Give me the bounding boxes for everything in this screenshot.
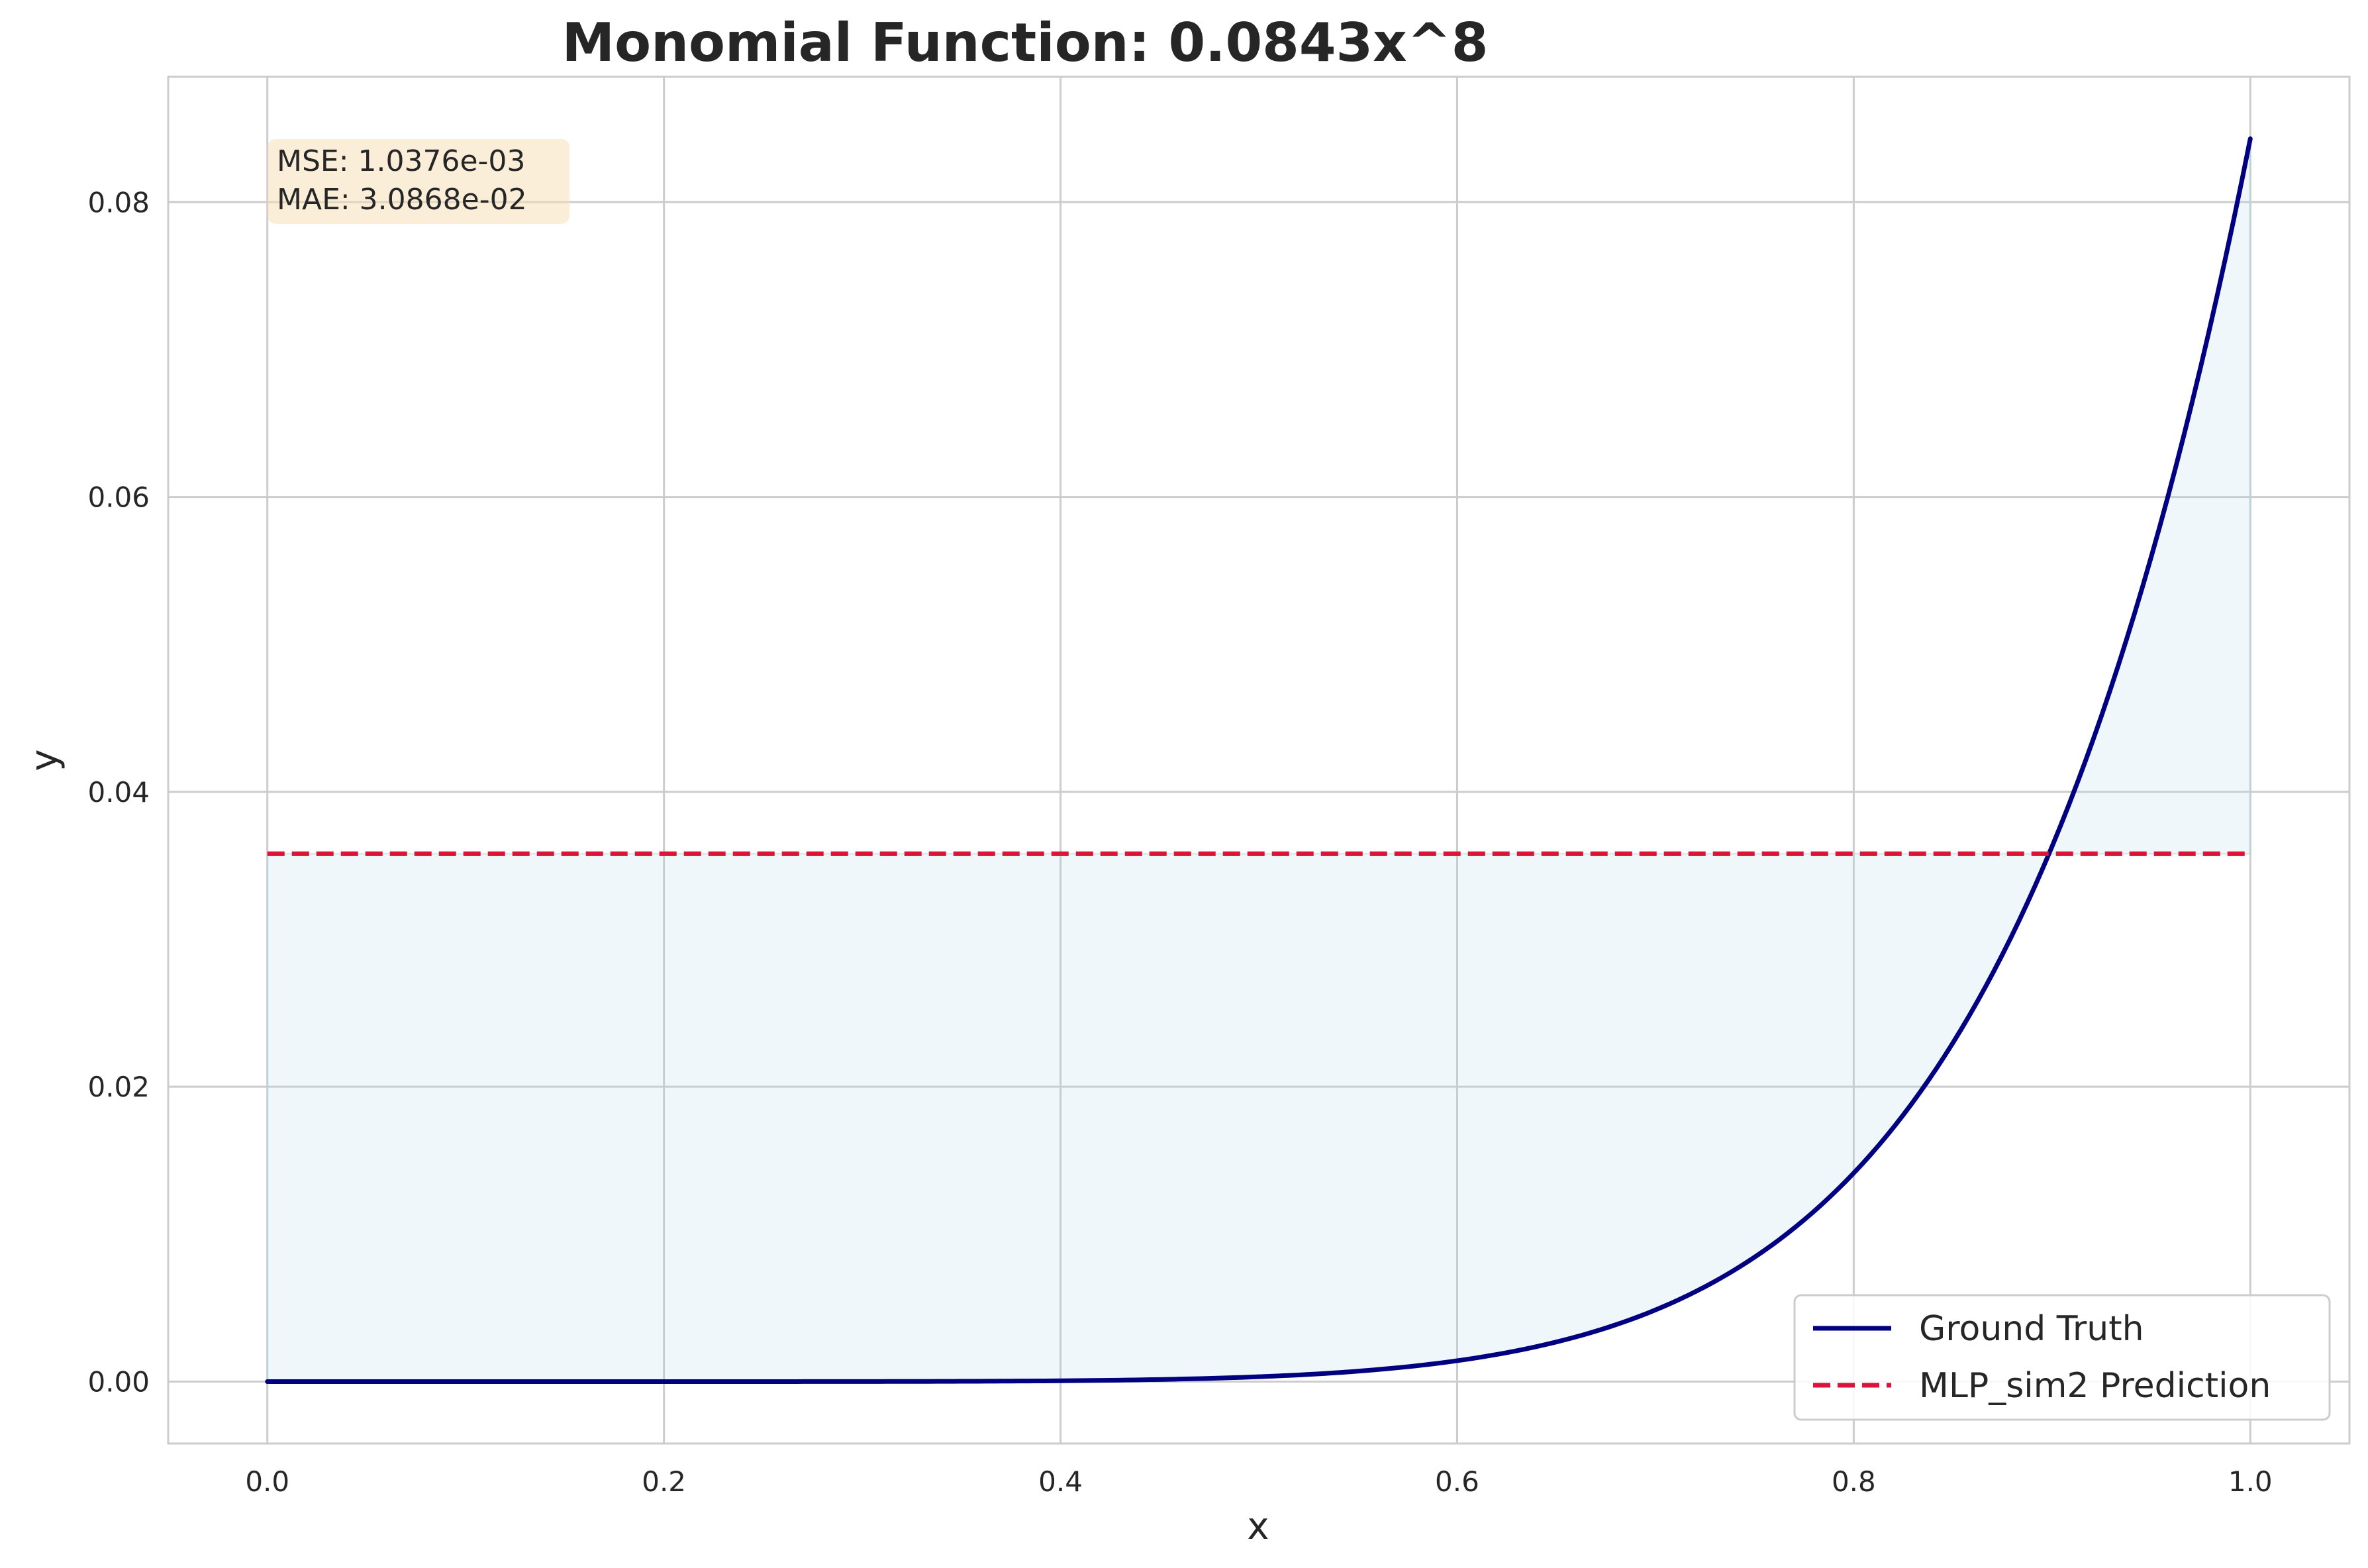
x-tick-label: 0.4 — [1038, 1465, 1083, 1498]
y-axis-label: y — [23, 749, 66, 771]
plot-frame — [167, 75, 2351, 1445]
x-axis-label: x — [1247, 1505, 1269, 1548]
x-tick-label: 0.0 — [245, 1465, 289, 1498]
stats-mae: MAE: 3.0868e-02 — [277, 183, 527, 217]
x-tick-label: 0.6 — [1435, 1465, 1479, 1498]
series-group — [265, 136, 2253, 1384]
legend-label-ground-truth: Ground Truth — [1919, 1309, 2144, 1349]
legend-label-mlp-prediction: MLP_sim2 Prediction — [1919, 1366, 2271, 1406]
y-tick-label: 0.06 — [87, 481, 150, 514]
x-tick-label: 1.0 — [2228, 1465, 2273, 1498]
stats-mse: MSE: 1.0376e-03 — [277, 144, 525, 178]
x-tick-label: 0.8 — [1832, 1465, 1876, 1498]
x-tick-label: 0.2 — [642, 1465, 686, 1498]
x-tick-labels: 0.0 0.2 0.4 0.6 0.8 1.0 — [245, 1465, 2272, 1498]
series-ground-truth-line — [265, 136, 2253, 1384]
y-tick-label: 0.08 — [87, 186, 150, 219]
fill-area — [266, 138, 2251, 1383]
y-tick-labels: 0.00 0.02 0.04 0.06 0.08 — [87, 186, 150, 1398]
y-tick-label: 0.02 — [87, 1071, 150, 1103]
y-tick-label: 0.04 — [87, 776, 150, 808]
legend-frame — [1793, 1294, 2331, 1421]
error-fill-area — [266, 138, 2251, 1383]
chart-title: Monomial Function: 0.0843x^8 — [562, 12, 1489, 74]
stats-annotation: MSE: 1.0376e-03 MAE: 3.0868e-02 — [268, 139, 569, 224]
y-tick-label: 0.00 — [87, 1365, 150, 1398]
legend: Ground Truth MLP_sim2 Prediction — [1793, 1294, 2331, 1421]
stats-annotation-background — [268, 139, 569, 224]
